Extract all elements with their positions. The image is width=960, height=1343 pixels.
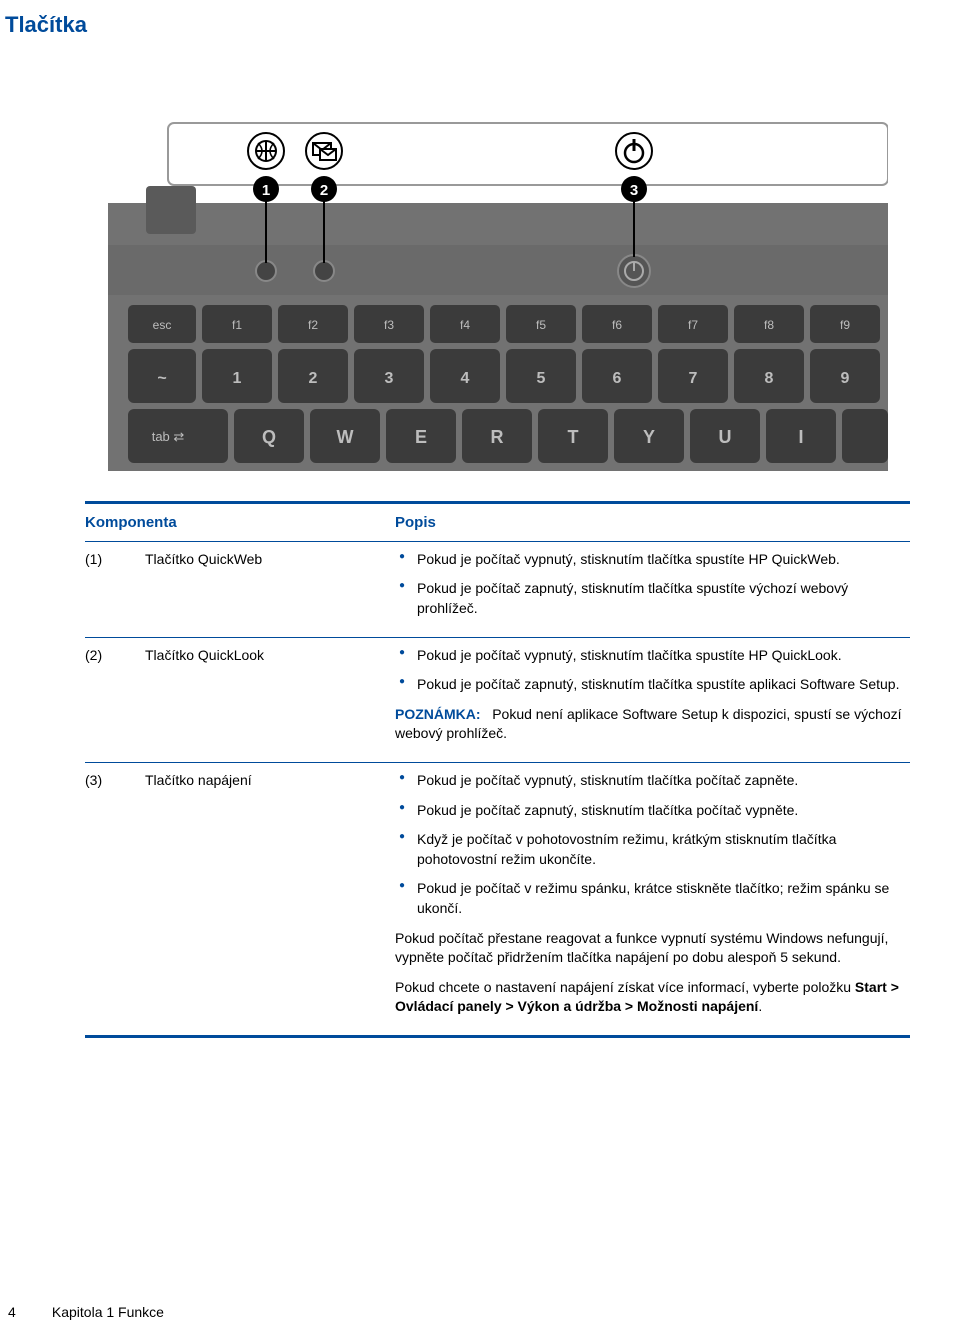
page-number: 4 [8,1303,48,1323]
svg-text:f8: f8 [763,318,773,332]
svg-text:1: 1 [261,182,269,199]
bullet: Pokud je počítač zapnutý, stisknutím tla… [395,579,902,618]
svg-text:f5: f5 [535,318,545,332]
page-footer: 4 Kapitola 1 Funkce [0,1303,164,1323]
row-num: (3) [85,762,145,1036]
svg-text:I: I [798,427,803,447]
svg-text:7: 7 [688,370,697,387]
bullet: Pokud je počítač zapnutý, stisknutím tla… [395,675,902,695]
bullet: Pokud je počítač vypnutý, stisknutím tla… [395,771,902,791]
svg-text:f7: f7 [687,318,697,332]
svg-text:Q: Q [261,427,275,447]
svg-text:5: 5 [536,370,545,387]
chapter-label: Kapitola 1 Funkce [52,1304,164,1320]
svg-text:2: 2 [319,182,327,199]
note-label: POZNÁMKA: [395,706,481,722]
row-desc: Pokud je počítač vypnutý, stisknutím tla… [395,762,910,1036]
svg-text:T: T [567,427,578,447]
svg-text:1: 1 [232,370,241,387]
bullet: Když je počítač v pohotovostním režimu, … [395,830,902,869]
svg-text:U: U [718,427,731,447]
row-desc: Pokud je počítač vypnutý, stisknutím tla… [395,541,910,637]
svg-text:f9: f9 [839,318,849,332]
keyboard-diagram: 1 2 3 esc f1 f2 f3 f4 f5 f6 f7 f8 f9 ~ 1… [108,71,888,471]
header-description: Popis [395,502,910,541]
bullet: Pokud je počítač zapnutý, stisknutím tla… [395,801,902,821]
svg-text:6: 6 [612,370,621,387]
bullet: Pokud je počítač vypnutý, stisknutím tla… [395,550,902,570]
svg-text:3: 3 [384,370,393,387]
row-num: (2) [85,637,145,762]
svg-text:f2: f2 [307,318,317,332]
svg-text:f1: f1 [231,318,241,332]
row-num: (1) [85,541,145,637]
components-table: Komponenta Popis (1) Tlačítko QuickWeb P… [85,501,910,1038]
note: POZNÁMKA: Pokud není aplikace Software S… [395,705,902,744]
svg-text:f3: f3 [383,318,393,332]
svg-text:9: 9 [840,370,849,387]
text-run: . [758,998,762,1014]
header-component: Komponenta [85,502,395,541]
bullet: Pokud je počítač v režimu spánku, krátce… [395,879,902,918]
svg-text:R: R [490,427,503,447]
svg-text:4: 4 [460,370,469,387]
svg-text:8: 8 [764,370,773,387]
trailing-para: Pokud chcete o nastavení napájení získat… [395,978,902,1017]
row-name: Tlačítko QuickLook [145,637,395,762]
svg-text:esc: esc [152,318,171,332]
trailing-para: Pokud počítač přestane reagovat a funkce… [395,929,902,968]
text-run: Pokud chcete o nastavení napájení získat… [395,979,855,995]
svg-text:3: 3 [629,182,637,199]
svg-text:~: ~ [157,370,166,387]
svg-text:f6: f6 [611,318,621,332]
svg-text:Y: Y [642,427,654,447]
svg-text:tab ⇄: tab ⇄ [151,429,184,444]
svg-text:W: W [336,427,353,447]
row-name: Tlačítko QuickWeb [145,541,395,637]
svg-text:f4: f4 [459,318,469,332]
row-name: Tlačítko napájení [145,762,395,1036]
row-desc: Pokud je počítač vypnutý, stisknutím tla… [395,637,910,762]
page-title: Tlačítka [0,10,910,41]
bullet: Pokud je počítač vypnutý, stisknutím tla… [395,646,902,666]
svg-text:2: 2 [308,370,317,387]
svg-text:E: E [414,427,426,447]
